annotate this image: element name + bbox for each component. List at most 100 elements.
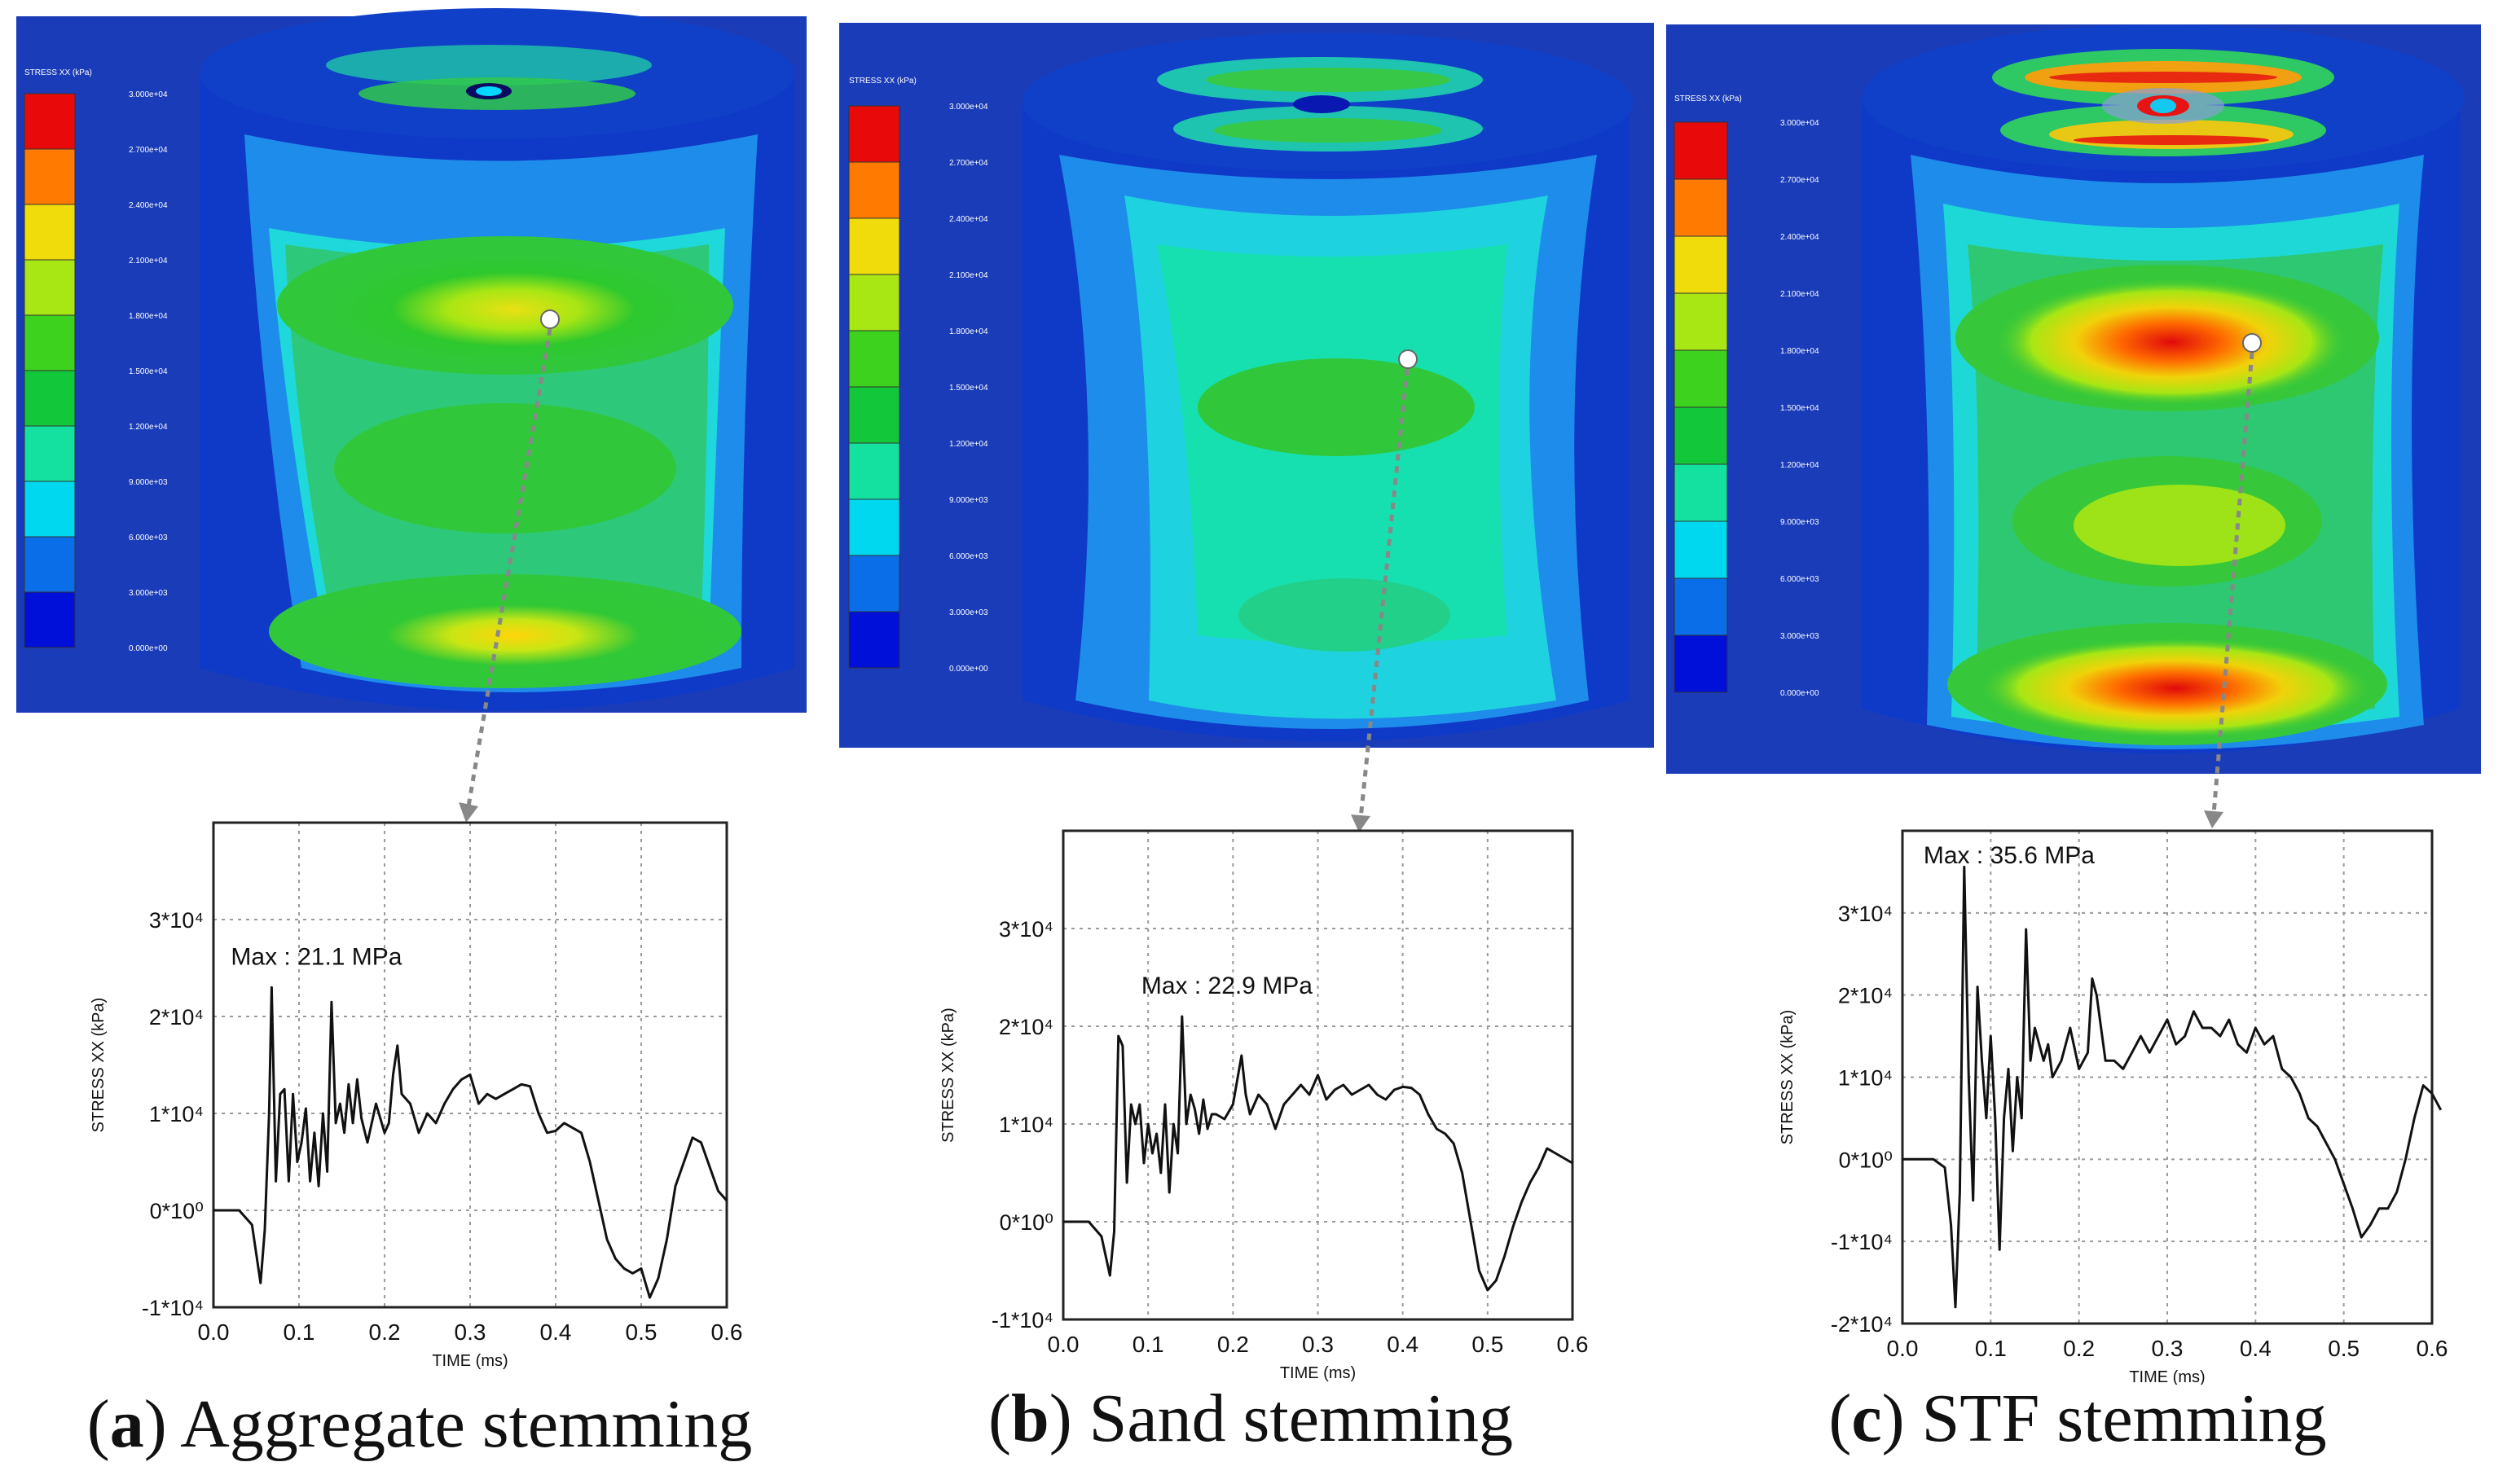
- legend-swatch: [24, 591, 76, 648]
- legend-swatch: [1674, 121, 1728, 180]
- plot-frame: [1901, 829, 2434, 1325]
- stress-time-chart-a: 0.0 0.1 0.2 0.3 0.4 0.5 0.6 3*10⁴ 2*10⁴ 1*10⁴ 0*10…: [90, 821, 743, 1370]
- y-tick-label: 3*10⁴: [149, 908, 204, 933]
- stemming-cylinder-b: [1023, 33, 1634, 741]
- plot-frame: [1062, 829, 1574, 1321]
- probe-point-b: [1398, 349, 1418, 369]
- legend-swatch: [848, 611, 900, 669]
- legend-tick-label: 1.500e+04: [129, 367, 168, 376]
- legend-tick-label: 3.000e+04: [949, 103, 988, 112]
- y-tick-label: 0*10⁰: [1000, 1210, 1053, 1235]
- panel-sand: STRESS XX (kPa) 3.000e+04 2.700e+04 2.400e…: [839, 0, 1662, 1484]
- probe-point-c: [2242, 333, 2262, 353]
- legend-tick-label: 1.200e+04: [129, 423, 168, 432]
- legend-tick-label: 2.700e+04: [1780, 176, 1819, 185]
- legend-tick-label: 2.700e+04: [129, 146, 168, 155]
- legend-swatch: [1674, 235, 1728, 294]
- legend-tick-label: 2.100e+04: [129, 257, 168, 266]
- probe-arrowhead-c: [2204, 810, 2223, 828]
- caption-b: (b) Sand stemming: [987, 1381, 1513, 1456]
- legend-tick-label: 0.000e+00: [1780, 689, 1819, 698]
- x-tick-label: 0.6: [2417, 1336, 2448, 1361]
- stemming-cylinder-a: [200, 8, 794, 711]
- y-axis-label: STRESS XX (kPa): [939, 1008, 957, 1143]
- x-tick-label: 0.0: [198, 1319, 230, 1345]
- x-tick-label: 0.2: [1217, 1332, 1249, 1357]
- legend-tick-label: 6.000e+03: [949, 552, 988, 561]
- probe-arrow-c: [2211, 352, 2254, 815]
- stress-time-chart-b: 0.0 0.1 0.2 0.3 0.4 0.5 0.6 3*10⁴ 2*10⁴ 1*10⁴ 0*10…: [939, 829, 1589, 1382]
- legend-swatches: [1674, 121, 1728, 693]
- plot-frame: [212, 821, 728, 1309]
- legend-swatch: [1674, 292, 1728, 351]
- caption-a: (a) Aggregate stemming: [86, 1386, 753, 1462]
- legend-swatch: [24, 481, 76, 538]
- legend-tick-label: 0.000e+00: [949, 665, 988, 674]
- legend-ticks: 3.000e+04 2.700e+04 2.400e+04 2.100e+04 1.80…: [1780, 119, 1819, 698]
- legend-tick-label: 9.000e+03: [949, 496, 988, 505]
- y-tick-label: 1*10⁴: [1838, 1066, 1893, 1091]
- legend-swatch: [24, 93, 76, 150]
- legend-tick-label: 2.700e+04: [949, 159, 988, 168]
- contour-figure-b: STRESS XX (kPa) 3.000e+04 2.700e+04 2.400e…: [839, 23, 1654, 1382]
- y-tick-label: 0*10⁰: [1839, 1148, 1893, 1172]
- x-tick-label: 0.4: [1387, 1332, 1418, 1357]
- legend-swatch: [24, 148, 76, 205]
- y-tick-label: 2*10⁴: [999, 1015, 1053, 1039]
- x-tick-label: 0.0: [1887, 1336, 1919, 1361]
- legend-swatch: [24, 314, 76, 371]
- legend-tick-label: 6.000e+03: [129, 533, 168, 542]
- legend-tick-label: 1.800e+04: [129, 312, 168, 321]
- legend-tick-label: 0.000e+00: [129, 644, 168, 653]
- legend-swatch: [24, 259, 76, 316]
- legend-tick-label: 2.400e+04: [1780, 233, 1819, 242]
- legend-tick-label: 3.000e+03: [129, 589, 168, 598]
- probe-arrowhead-b: [1351, 814, 1370, 832]
- legend-swatch: [848, 330, 900, 388]
- legend-swatch: [848, 217, 900, 275]
- x-tick-label: 0.6: [711, 1319, 743, 1345]
- x-tick-label: 0.5: [626, 1319, 658, 1345]
- legend-swatch: [24, 204, 76, 261]
- legend-swatch: [1674, 178, 1728, 237]
- stress-curve: [1902, 865, 2443, 1309]
- x-tick-label: 0.1: [284, 1319, 315, 1345]
- legend-ticks: 3.000e+04 2.700e+04 2.400e+04 2.100e+04 1.80…: [949, 103, 988, 674]
- legend-swatch: [848, 105, 900, 163]
- legend-title: STRESS XX (kPa): [1674, 94, 1742, 103]
- y-tick-label: 3*10⁴: [1838, 902, 1893, 926]
- legend-swatch: [848, 555, 900, 612]
- legend-ticks: 3.000e+04 2.700e+04 2.400e+04 2.100e+04 1.80…: [129, 90, 168, 653]
- legend-title: STRESS XX (kPa): [849, 77, 917, 86]
- caption-text: Sand stemming: [1071, 1381, 1513, 1456]
- legend-tick-label: 1.800e+04: [1780, 347, 1819, 356]
- legend-tick-label: 1.800e+04: [949, 327, 988, 336]
- y-tick-label: -1*10⁴: [142, 1296, 204, 1320]
- caption-text: Aggregate stemming: [166, 1386, 753, 1462]
- y-tick-label: 2*10⁴: [149, 1005, 204, 1030]
- legend-b: STRESS XX (kPa) 3.000e+04 2.700e+04 2.400e…: [848, 77, 988, 674]
- legend-swatch: [1674, 406, 1728, 465]
- legend-tick-label: 3.000e+03: [949, 608, 988, 617]
- contour-figure-a: STRESS XX (kPa) 3.000e+04 2.700e+04 2.400e…: [16, 8, 807, 1370]
- caption-letter: a: [109, 1386, 144, 1462]
- x-tick-label: 0.3: [455, 1319, 486, 1345]
- stress-curve: [213, 986, 728, 1299]
- y-tick-label: -1*10⁴: [992, 1308, 1053, 1333]
- x-tick-label: 0.4: [540, 1319, 572, 1345]
- y-axis-label: STRESS XX (kPa): [1779, 1010, 1797, 1145]
- legend-swatch: [24, 370, 76, 427]
- legend-swatch: [1674, 463, 1728, 522]
- legend-tick-label: 3.000e+03: [1780, 632, 1819, 641]
- x-tick-label: 0.6: [1557, 1332, 1589, 1357]
- legend-swatch: [1674, 520, 1728, 579]
- x-tick-label: 0.1: [1975, 1336, 2007, 1361]
- legend-swatch: [1674, 349, 1728, 408]
- legend-c: STRESS XX (kPa) 3.000e+04 2.700e+04 2.400e…: [1674, 94, 1819, 698]
- probe-arrow-a: [466, 328, 552, 807]
- y-tick-label: 3*10⁴: [999, 917, 1053, 942]
- legend-swatch: [848, 274, 900, 331]
- contour-figure-c: STRESS XX (kPa) 3.000e+04 2.700e+04 2.400e…: [1666, 24, 2481, 1386]
- panel-aggregate: STRESS XX (kPa) 3.000e+04 2.700e+04 2.400e…: [8, 0, 831, 1484]
- legend-swatch: [848, 386, 900, 444]
